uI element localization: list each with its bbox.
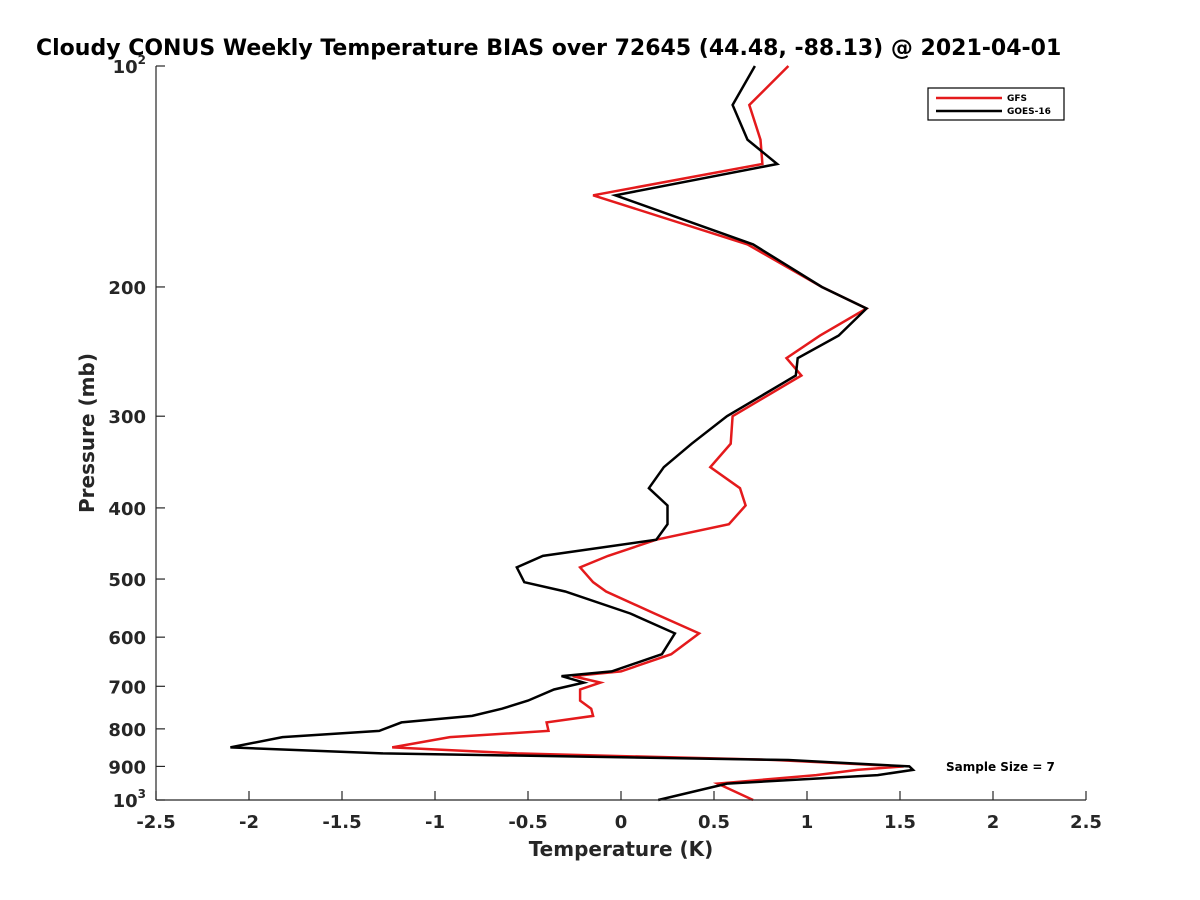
- y-tick-label: 600: [108, 628, 146, 649]
- x-tick-label: 1: [801, 812, 814, 833]
- y-tick-label: 900: [108, 757, 146, 778]
- series-layer: [230, 65, 916, 802]
- x-tick-label: 2.5: [1070, 812, 1102, 833]
- x-tick-label: 2: [987, 812, 1000, 833]
- legend-box: [927, 87, 1065, 121]
- x-tick-label: -0.5: [508, 812, 547, 833]
- x-tick-label: -2: [239, 812, 259, 833]
- x-axis-label: Temperature (K): [529, 837, 714, 861]
- y-tick-label: 102: [113, 53, 146, 78]
- chart-title: Cloudy CONUS Weekly Temperature BIAS ove…: [36, 36, 1061, 61]
- y-tick-label: 700: [108, 677, 146, 698]
- y-tick-label: 500: [108, 570, 146, 591]
- y-axis-label: Pressure (mb): [75, 353, 99, 513]
- legend-label-goes-16: GOES-16: [1007, 107, 1051, 117]
- x-tick-label: 0: [615, 812, 628, 833]
- x-tick-label: 0.5: [698, 812, 730, 833]
- y-tick-label: 200: [108, 278, 146, 299]
- sample-size-annotation: Sample Size = 7: [946, 760, 1055, 774]
- y-ticks: 102 200 300 400 500 600 700 800 900 103: [108, 53, 165, 812]
- series-line-goes-16: [230, 65, 916, 802]
- series-line-gfs: [391, 65, 904, 802]
- y-tick-label: 400: [108, 499, 146, 520]
- y-tick-label: 300: [108, 407, 146, 428]
- axes-layer: [155, 66, 1086, 801]
- x-tick-label: 1.5: [884, 812, 916, 833]
- x-ticks: -2.5 -2 -1.5 -1 -0.5 0 0.5 1 1.5 2 2.5: [136, 791, 1102, 833]
- legend-label-gfs: GFS: [1007, 94, 1027, 104]
- x-tick-label: -1.5: [322, 812, 361, 833]
- y-tick-label: 103: [113, 787, 146, 812]
- x-tick-label: -2.5: [136, 812, 175, 833]
- x-tick-label: -1: [425, 812, 445, 833]
- legend: GFS GOES-16: [927, 87, 1065, 121]
- y-tick-label: 800: [108, 720, 146, 741]
